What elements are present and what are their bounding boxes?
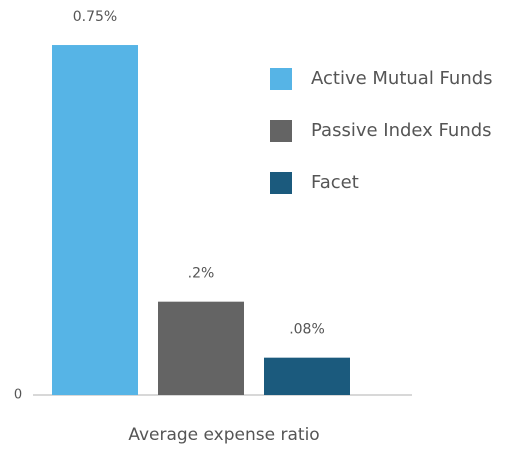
legend-label: Passive Index Funds (311, 120, 492, 141)
value-label: 0.75% (73, 9, 117, 25)
legend-label: Facet (311, 172, 359, 193)
x-tick-label: Average expense ratio (128, 425, 319, 445)
value-label: .08% (289, 322, 325, 338)
bar (52, 45, 138, 395)
legend-swatch (270, 172, 292, 194)
value-label: .2% (188, 266, 215, 282)
legend-swatch (270, 120, 292, 142)
y-tick-label: 0 (14, 388, 22, 403)
bar (264, 357, 350, 395)
legend-label: Active Mutual Funds (311, 68, 493, 89)
legend-swatch (270, 68, 292, 90)
bar (158, 301, 244, 395)
